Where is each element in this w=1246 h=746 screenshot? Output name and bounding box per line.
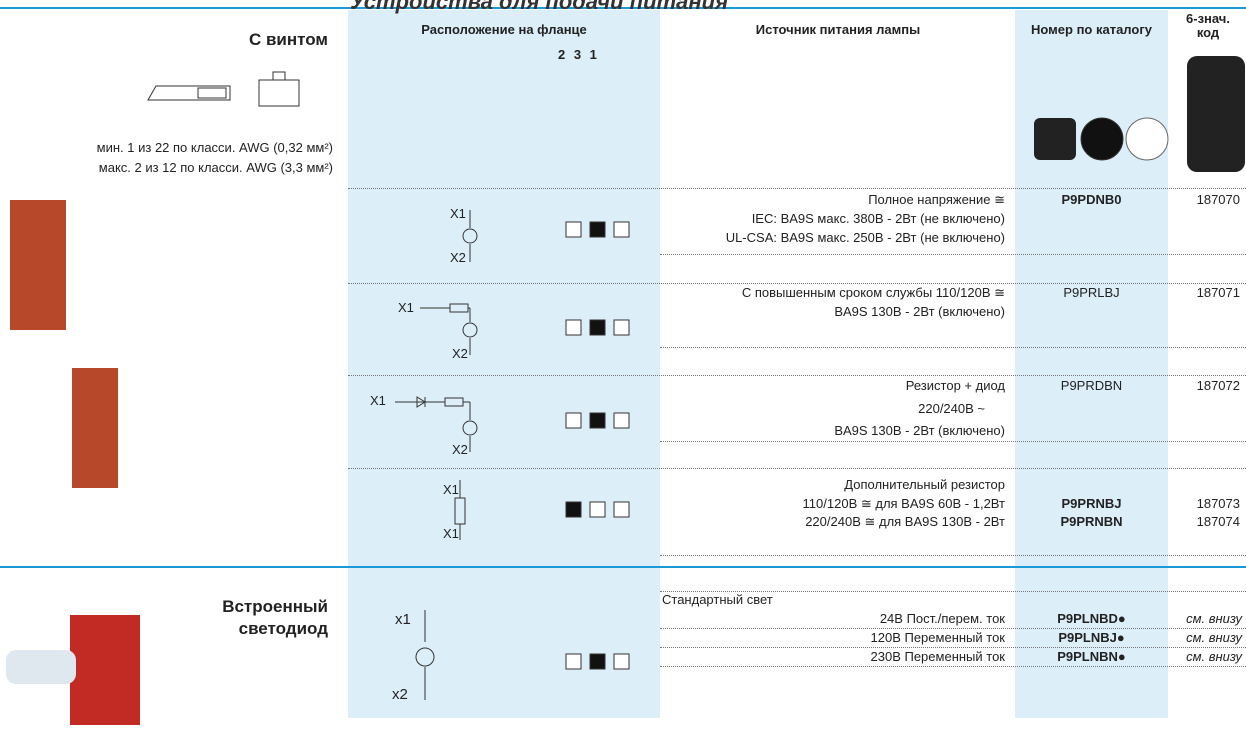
source: 220/240В ≅ для BA9S 130В - 2Вт (805, 514, 1005, 529)
source: BA9S 130B - 2Вт (включено) (834, 304, 1005, 319)
source-heading: Стандартный свет (662, 592, 773, 607)
code: 187072 (1196, 378, 1240, 393)
diagram-label: X1 (443, 526, 459, 541)
diagram-label: X1 (450, 206, 466, 221)
code: см. внизу (1186, 630, 1242, 645)
diagram-label: X1 (443, 482, 459, 497)
code: 187073 (1196, 496, 1240, 511)
catalog-number: P9PLNBN● (1057, 649, 1126, 664)
section-title: светодиод (238, 619, 328, 638)
page-title: Устройства для подачи питания (350, 0, 729, 14)
column-header: Источник питания лампы (755, 22, 921, 37)
source: IEC: BA9S макс. 380В - 2Вт (не включено) (751, 211, 1005, 226)
source: Дополнительный резистор (844, 477, 1005, 492)
column-header: Номер по каталогу (1031, 22, 1152, 37)
code: 187074 (1196, 514, 1240, 529)
column-header: Расположение на фланце (421, 22, 587, 37)
catalog-number: P9PRDBN (1060, 378, 1123, 393)
diagram-label: X1 (370, 393, 386, 408)
diagram-label: x1 (395, 611, 411, 628)
source: Полное напряжение ≅ (868, 192, 1005, 207)
source: 110/120В ≅ для BA9S 60В - 1,2Вт (802, 496, 1005, 511)
note: макс. 2 из 12 по класси. AWG (3,3 мм²) (98, 160, 333, 175)
source: 220/240В ~ (918, 401, 985, 416)
source: UL-CSA: BA9S макс. 250В - 2Вт (не включе… (725, 230, 1005, 245)
catalog-number: P9PRNBN (1060, 514, 1123, 529)
catalog-number: P9PRLBJ (1063, 285, 1120, 300)
note: мин. 1 из 22 по класси. AWG (0,32 мм²) (96, 140, 333, 155)
code: см. внизу (1186, 649, 1242, 664)
code: 187070 (1196, 192, 1240, 207)
catalog-number: P9PRNBJ (1061, 496, 1122, 511)
diagram-label: X2 (452, 442, 468, 457)
source: 24В Пост./перем. ток (879, 611, 1005, 626)
source: 120В Переменный ток (870, 630, 1005, 645)
code: 187071 (1196, 285, 1240, 300)
source: С повышенным сроком службы 110/120В ≅ (741, 285, 1005, 300)
catalog-number: P9PDNB0 (1061, 192, 1122, 207)
diagram-label: X1 (398, 300, 414, 315)
section-title: С винтом (248, 30, 328, 49)
source: Резистор + диод (905, 378, 1005, 393)
source: 230В Переменный ток (870, 649, 1005, 664)
diagram-label: x2 (392, 686, 408, 703)
source: BA9S 130B - 2Вт (включено) (834, 423, 1005, 438)
column-header: 2 3 1 (558, 47, 597, 62)
column-header: 6-знач. (1186, 11, 1230, 26)
diagram-label: X2 (452, 346, 468, 361)
catalog-number: P9PLNBJ● (1058, 630, 1125, 645)
diagram-label: X2 (450, 250, 466, 265)
code: см. внизу (1186, 611, 1242, 626)
column-band (348, 10, 660, 718)
catalog-number: P9PLNBD● (1057, 611, 1126, 626)
section-title: Встроенный (222, 597, 328, 616)
column-header: код (1196, 25, 1220, 40)
